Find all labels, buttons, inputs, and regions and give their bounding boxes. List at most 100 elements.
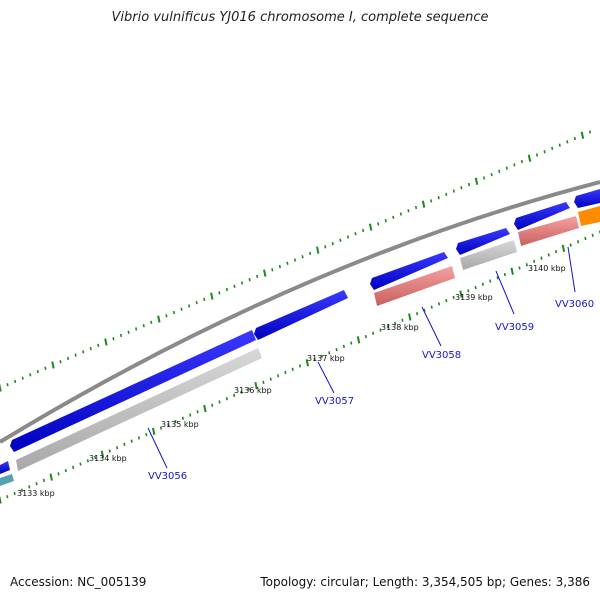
feature-vv3055-partial[interactable] [0, 461, 10, 474]
accession-text: Accession: NC_005139 [10, 575, 147, 589]
minor-tick [21, 376, 24, 380]
minor-tick [445, 192, 448, 196]
feature-vv3056[interactable] [10, 330, 256, 452]
minor-tick [225, 287, 229, 292]
minor-tick [535, 153, 539, 157]
minor-tick [276, 374, 280, 378]
topology-stats-text: Topology: circular; Length: 3,354,505 bp… [260, 575, 590, 589]
minor-tick [452, 295, 455, 299]
gray-feature-small[interactable] [460, 240, 517, 270]
ruler-label: 3136 kbp [234, 386, 272, 395]
minor-tick [188, 304, 191, 308]
minor-tick [278, 264, 281, 269]
gene-labels: VV3056 VV3057 VV3058 VV3059 VV3060 [147, 246, 594, 482]
minor-tick [66, 356, 70, 361]
minor-tick [386, 325, 389, 329]
minor-tick [180, 307, 183, 311]
minor-tick [584, 236, 587, 241]
minor-tick [59, 360, 62, 364]
minor-tick [377, 222, 380, 226]
minor-tick [145, 433, 148, 437]
minor-tick [240, 281, 244, 285]
leader-line [495, 270, 515, 315]
pink-feature-1[interactable] [374, 266, 455, 306]
ruler-label: 3138 kbp [381, 323, 419, 332]
minor-tick [6, 495, 9, 499]
orange-feature[interactable] [578, 206, 600, 226]
leader-line [421, 306, 442, 347]
minor-tick [127, 330, 130, 334]
minor-tick [543, 150, 546, 154]
major-tick [474, 177, 479, 185]
minor-tick [94, 455, 97, 460]
minor-tick [150, 320, 153, 324]
gene-label-vv3059[interactable]: VV3059 [495, 322, 534, 333]
map-title: Vibrio vulnificus YJ016 chromosome I, co… [111, 10, 489, 25]
feature-vv3060[interactable] [514, 202, 570, 230]
minor-tick [467, 182, 471, 187]
minor-tick [165, 314, 168, 318]
leader-line [317, 361, 335, 394]
major-tick [157, 315, 161, 323]
backbone-line [0, 180, 600, 444]
ruler-label: 3135 kbp [161, 420, 199, 429]
minor-tick [284, 370, 287, 375]
feature-vv3057[interactable] [254, 290, 348, 340]
teal-feature[interactable] [0, 474, 14, 486]
minor-tick [79, 462, 82, 466]
major-tick [459, 290, 463, 298]
minor-tick [320, 354, 324, 358]
minor-tick [174, 419, 177, 424]
minor-tick [503, 272, 506, 277]
ruler-label: 3134 kbp [89, 454, 127, 463]
gene-label-vv3058[interactable]: VV3058 [422, 350, 461, 361]
minor-tick [520, 159, 524, 164]
minor-tick [401, 318, 404, 322]
minor-tick [328, 351, 331, 355]
minor-tick [518, 266, 521, 270]
minor-tick [339, 238, 342, 242]
feature-vv3058[interactable] [370, 252, 448, 290]
minor-tick [481, 282, 485, 286]
minor-tick [437, 302, 441, 306]
minor-tick [293, 258, 297, 262]
minor-tick [474, 285, 477, 290]
minor-tick [233, 393, 236, 398]
minor-tick [551, 146, 554, 151]
gene-label-vv3057[interactable]: VV3057 [315, 396, 354, 407]
minor-tick [346, 235, 350, 239]
minor-tick [233, 284, 236, 288]
minor-tick [240, 390, 243, 394]
major-tick [368, 223, 373, 231]
minor-tick [112, 337, 115, 341]
feature-vv3059[interactable] [456, 228, 510, 255]
minor-tick [72, 465, 75, 469]
major-tick [421, 200, 426, 208]
minor-tick [20, 488, 24, 492]
minor-tick [82, 350, 85, 354]
minor-tick [301, 255, 304, 259]
major-tick [0, 384, 2, 392]
minor-tick [498, 169, 501, 174]
secondary-track-features [0, 206, 600, 486]
minor-tick [108, 449, 111, 453]
major-tick [104, 338, 108, 346]
gene-label-vv3056[interactable]: VV3056 [148, 471, 187, 482]
minor-tick [195, 301, 198, 305]
outer-tick-track [0, 130, 592, 392]
minor-tick [313, 357, 316, 362]
major-tick [151, 427, 156, 435]
minor-tick [525, 263, 528, 267]
minor-tick [298, 364, 302, 368]
minor-tick [36, 369, 39, 374]
minor-tick [256, 274, 259, 279]
gray-feature-large[interactable] [16, 348, 262, 471]
minor-tick [384, 218, 387, 223]
minor-tick [533, 259, 536, 264]
pink-feature-2[interactable] [518, 216, 579, 246]
feature-vv3061[interactable] [574, 189, 600, 208]
minor-tick [142, 324, 145, 328]
minor-tick [566, 140, 569, 144]
major-tick [210, 292, 214, 300]
gene-label-vv3060[interactable]: VV3060 [555, 299, 594, 310]
